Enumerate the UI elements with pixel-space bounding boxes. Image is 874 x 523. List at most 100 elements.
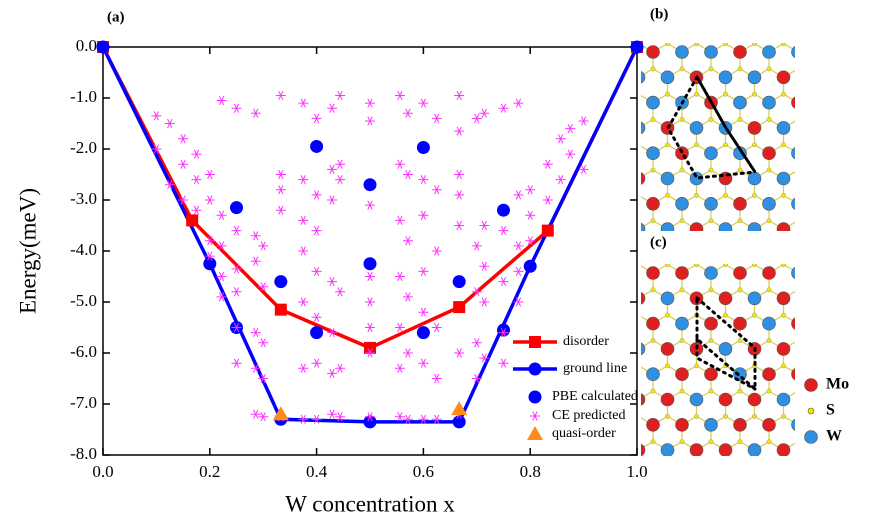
- bond: [697, 239, 712, 247]
- x-tick-label: 1.0: [626, 462, 647, 481]
- bond: [798, 145, 813, 153]
- asterisk-marker: [402, 108, 413, 118]
- sulfur-atom: [622, 338, 626, 342]
- asterisk-marker: [454, 169, 465, 180]
- sulfur-atom: [839, 364, 843, 368]
- metal-atom: [835, 241, 848, 254]
- sulfur-atom: [752, 91, 757, 97]
- bond: [641, 339, 654, 349]
- metal-atom: [806, 393, 819, 406]
- sulfur-atom: [752, 465, 756, 469]
- sulfur-atom: [839, 41, 843, 45]
- bond: [813, 18, 828, 26]
- metal-atom: [747, 291, 762, 306]
- asterisk-marker: [216, 271, 227, 282]
- asterisk-marker: [454, 348, 465, 358]
- bond: [740, 239, 755, 247]
- sulfur-atom: [752, 264, 757, 268]
- metal-atom: [718, 70, 733, 85]
- bond: [813, 391, 828, 399]
- sulfur-atom: [796, 338, 800, 342]
- sulfur-atom: [650, 218, 656, 224]
- bond: [827, 221, 842, 229]
- asterisk-marker: [431, 322, 442, 333]
- bond: [827, 246, 842, 254]
- asterisk-marker: [471, 241, 482, 251]
- metal-atom: [792, 248, 805, 261]
- metal-atom: [689, 443, 704, 456]
- metal-atom: [776, 392, 791, 407]
- bond: [842, 170, 857, 178]
- circle-marker: [363, 257, 377, 271]
- metal-atom: [821, 147, 834, 160]
- sulfur-atom: [622, 117, 626, 121]
- bond: [827, 145, 842, 153]
- asterisk-marker: [479, 297, 490, 307]
- metal-atom: [776, 342, 791, 356]
- bond: [610, 195, 625, 203]
- bond: [827, 340, 842, 348]
- metal-atom: [704, 266, 718, 280]
- bond: [827, 69, 842, 77]
- asterisk-marker: [311, 358, 322, 368]
- sulfur-atom: [737, 338, 743, 343]
- asterisk-marker: [513, 297, 524, 307]
- bond: [653, 467, 668, 475]
- square-marker: [529, 336, 541, 348]
- asterisk-marker: [513, 190, 524, 200]
- metal-atom: [821, 248, 834, 261]
- bond: [798, 265, 813, 273]
- asterisk-marker: [431, 246, 442, 256]
- circle-marker: [310, 326, 324, 340]
- bond: [813, 366, 828, 374]
- inset-label: (b): [650, 6, 668, 22]
- metal-atom: [806, 20, 819, 33]
- circle-marker: [452, 275, 466, 289]
- x-tick-label: 0.8: [520, 462, 541, 481]
- sulfur-atom: [650, 66, 656, 72]
- bond: [827, 265, 842, 273]
- metal-atom: [821, 96, 834, 109]
- asterisk-marker: [418, 307, 429, 317]
- bond: [726, 467, 741, 475]
- sulfur-atom: [679, 167, 685, 173]
- asterisk-marker: [258, 241, 269, 251]
- sulfur-atom: [665, 91, 670, 97]
- sulfur-atom: [708, 439, 714, 445]
- sulfur-atom: [737, 167, 743, 173]
- bond: [842, 119, 857, 127]
- metal-atom: [791, 266, 795, 280]
- metal-atom: [733, 417, 747, 432]
- sulfur-atom: [650, 167, 656, 173]
- asterisk-marker: [204, 195, 215, 205]
- metal-atom: [747, 70, 762, 85]
- bond: [842, 290, 857, 298]
- asterisk-marker: [327, 328, 338, 338]
- metal-atom: [618, 96, 631, 109]
- asterisk-marker: [151, 144, 162, 154]
- asterisk-marker: [431, 373, 442, 384]
- sulfur-atom: [825, 288, 829, 292]
- sulfur-atom: [737, 287, 743, 293]
- metal-atom: [689, 171, 704, 186]
- asterisk-marker: [311, 113, 322, 123]
- circle-marker: [452, 415, 466, 429]
- sulfur-atom: [665, 142, 670, 148]
- bond: [784, 239, 799, 247]
- metal-atom: [676, 469, 689, 482]
- bond: [798, 366, 813, 374]
- sulfur-atom: [839, 414, 843, 418]
- sulfur-atom: [679, 338, 685, 343]
- bond: [798, 416, 813, 424]
- metal-atom: [776, 443, 791, 456]
- sulfur-atom: [708, 167, 714, 173]
- asterisk-marker: [418, 210, 429, 220]
- bond: [798, 69, 813, 77]
- bond: [798, 391, 813, 399]
- metal-atom: [792, 469, 805, 482]
- circle-marker: [497, 323, 510, 337]
- sulfur-atom: [694, 264, 699, 268]
- y-tick-label: -8.0: [70, 444, 97, 463]
- bond: [798, 467, 813, 475]
- asterisk-marker: [275, 169, 286, 180]
